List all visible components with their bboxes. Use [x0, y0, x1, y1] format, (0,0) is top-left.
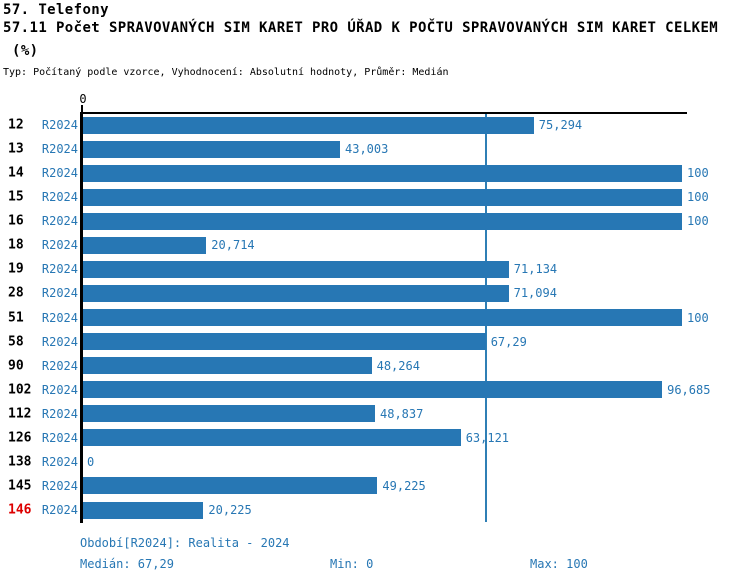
bar-value-label: 96,685 [667, 382, 711, 397]
bar [82, 236, 207, 254]
bar-row: 28 R2024 71,094 [0, 281, 750, 305]
bar-value-label: 48,264 [376, 358, 420, 373]
bar-value-label: 43,003 [345, 142, 389, 157]
bar-value-label: 63,121 [465, 430, 510, 445]
row-category-label: 12 [8, 117, 24, 133]
row-category-label: 13 [8, 141, 24, 157]
row-period-label: R2024 [41, 310, 78, 325]
bar [82, 284, 509, 302]
footer-period: Období[R2024]: Realita - 2024 [80, 536, 290, 550]
row-category-label: 51 [8, 310, 24, 325]
bar-row: 145 R2024 49,225 [0, 474, 750, 498]
row-category-label: 145 [8, 478, 32, 494]
bar [82, 140, 340, 158]
page-title: 57. Telefony [3, 2, 109, 18]
row-period-label: R2024 [41, 334, 78, 349]
row-category-label: 16 [8, 213, 24, 229]
footer-median: Medián: 67,29 [80, 557, 174, 571]
bar [82, 188, 682, 206]
footer-max: Max: 100 [530, 557, 588, 571]
chart-title: 57.11 Počet SPRAVOVANÝCH SIM KARET PRO Ú… [3, 20, 719, 36]
bar-row: 13 R2024 43,003 [0, 137, 750, 161]
bar [82, 405, 375, 423]
bar-value-label: 100 [687, 310, 709, 325]
bar [82, 429, 461, 447]
row-period-label: R2024 [41, 454, 78, 469]
row-category-label: 102 [8, 382, 32, 398]
row-category-label: 146 [8, 502, 32, 518]
bar [82, 333, 486, 350]
bar-row: 58 R2024 67,29 [0, 330, 750, 354]
row-category-label: 90 [8, 358, 24, 374]
row-period-label: R2024 [41, 503, 78, 517]
row-period-label: R2024 [41, 262, 78, 277]
bar [82, 381, 663, 399]
bar-row: 19 R2024 71,134 [0, 257, 750, 281]
bar-value-label: 20,714 [211, 238, 255, 253]
x-axis-line [80, 112, 687, 114]
x-axis-tick [81, 105, 83, 112]
bar-value-label: 100 [687, 190, 709, 205]
row-period-label: R2024 [41, 382, 78, 397]
bar [82, 116, 534, 134]
bar-row: 14 R2024 100 [0, 161, 750, 185]
row-period-label: R2024 [41, 358, 78, 373]
bar-value-label: 100 [687, 214, 709, 229]
row-category-label: 14 [8, 165, 24, 181]
bar-value-label: 75,294 [538, 118, 583, 132]
bar-value-label: 49,225 [382, 478, 426, 493]
bar [82, 477, 378, 495]
chart-title-unit: (%) [12, 43, 39, 59]
bar-row: 112 R2024 48,837 [0, 402, 750, 426]
bar [82, 212, 682, 230]
bar-row: 138 R2024 0 [0, 450, 750, 474]
bar [82, 164, 682, 182]
bar-row: 16 R2024 100 [0, 209, 750, 233]
footer-min: Min: 0 [330, 557, 374, 571]
row-period-label: R2024 [41, 478, 78, 493]
row-period-label: R2024 [41, 286, 78, 301]
bar-row: 15 R2024 100 [0, 185, 750, 209]
row-category-label: 28 [8, 285, 24, 301]
bar-row: 126 R2024 63,121 [0, 426, 750, 450]
row-category-label: 126 [8, 430, 32, 446]
row-category-label: 15 [8, 189, 24, 205]
bar-value-label: 71,134 [513, 262, 558, 277]
bar-value-label: 48,837 [380, 406, 424, 421]
row-period-label: R2024 [41, 142, 78, 157]
bar-value-label: 100 [687, 166, 709, 181]
bar-value-label: 71,094 [513, 286, 557, 301]
bar-row: 12 R2024 75,294 [0, 113, 750, 137]
row-category-label: 138 [8, 454, 32, 470]
bar [82, 260, 509, 278]
bar-value-label: 67,29 [490, 334, 527, 349]
row-category-label: 19 [8, 261, 24, 277]
bar-row: 18 R2024 20,714 [0, 233, 750, 257]
bar-row: 146 R2024 20,225 [0, 498, 750, 522]
row-period-label: R2024 [41, 118, 78, 132]
row-period-label: R2024 [41, 214, 78, 229]
bar-row: 102 R2024 96,685 [0, 378, 750, 402]
row-category-label: 58 [8, 334, 24, 349]
row-period-label: R2024 [41, 166, 78, 181]
bar [82, 501, 204, 519]
bar-rows-container: 12 R2024 75,294 13 R2024 43,003 14 R2024 100 15 R2… [0, 113, 750, 523]
row-period-label: R2024 [41, 406, 78, 421]
bar-row: 51 R2024 100 [0, 306, 750, 330]
bar [82, 309, 682, 326]
bar [82, 357, 372, 375]
row-period-label: R2024 [41, 430, 78, 445]
bar-value-label: 20,225 [208, 503, 252, 517]
chart-meta: Typ: Počítaný podle vzorce, Vyhodnocení:… [3, 67, 449, 78]
x-axis-tick-label: 0 [79, 92, 87, 106]
bar-row: 90 R2024 48,264 [0, 354, 750, 378]
bar-value-label: 0 [87, 454, 95, 469]
y-axis-line [80, 112, 83, 523]
row-period-label: R2024 [41, 238, 78, 253]
row-category-label: 112 [8, 406, 32, 422]
row-period-label: R2024 [41, 190, 78, 205]
row-category-label: 18 [8, 237, 24, 253]
